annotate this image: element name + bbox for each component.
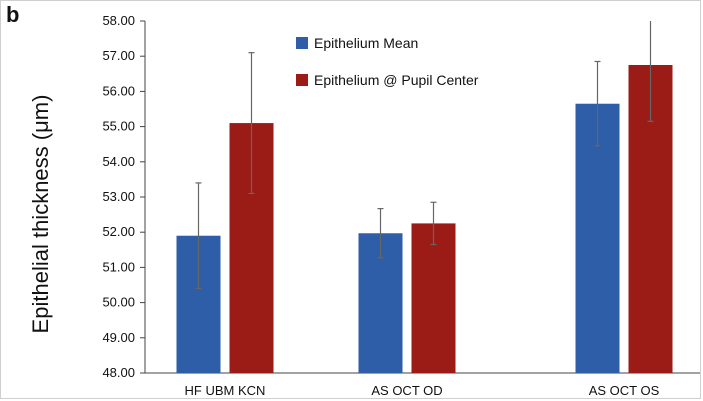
- legend-label: Epithelium @ Pupil Center: [314, 72, 479, 88]
- panel-label: b: [6, 2, 20, 27]
- legend-label: Epithelium Mean: [314, 35, 418, 51]
- bar-epithelium-pupil-center: [411, 223, 456, 373]
- y-tick-label: 54.00: [102, 154, 135, 169]
- legend-swatch: [296, 74, 308, 86]
- bar-epithelium-mean: [575, 103, 620, 373]
- y-tick-label: 48.00: [102, 365, 135, 380]
- y-tick-label: 55.00: [102, 119, 135, 134]
- y-tick-label: 49.00: [102, 330, 135, 345]
- x-category-label: AS OCT OD: [371, 383, 442, 398]
- y-tick-label: 52.00: [102, 224, 135, 239]
- y-tick-label: 58.00: [102, 13, 135, 28]
- x-category-label: AS OCT OS: [589, 383, 660, 398]
- y-tick-label: 57.00: [102, 48, 135, 63]
- y-tick-label: 53.00: [102, 189, 135, 204]
- y-tick-label: 51.00: [102, 259, 135, 274]
- legend-swatch: [296, 37, 308, 49]
- y-tick-label: 56.00: [102, 83, 135, 98]
- x-category-label: HF UBM KCN: [185, 383, 266, 398]
- y-axis-title: Epithelial thickness (μm): [28, 95, 53, 334]
- y-tick-label: 50.00: [102, 295, 135, 310]
